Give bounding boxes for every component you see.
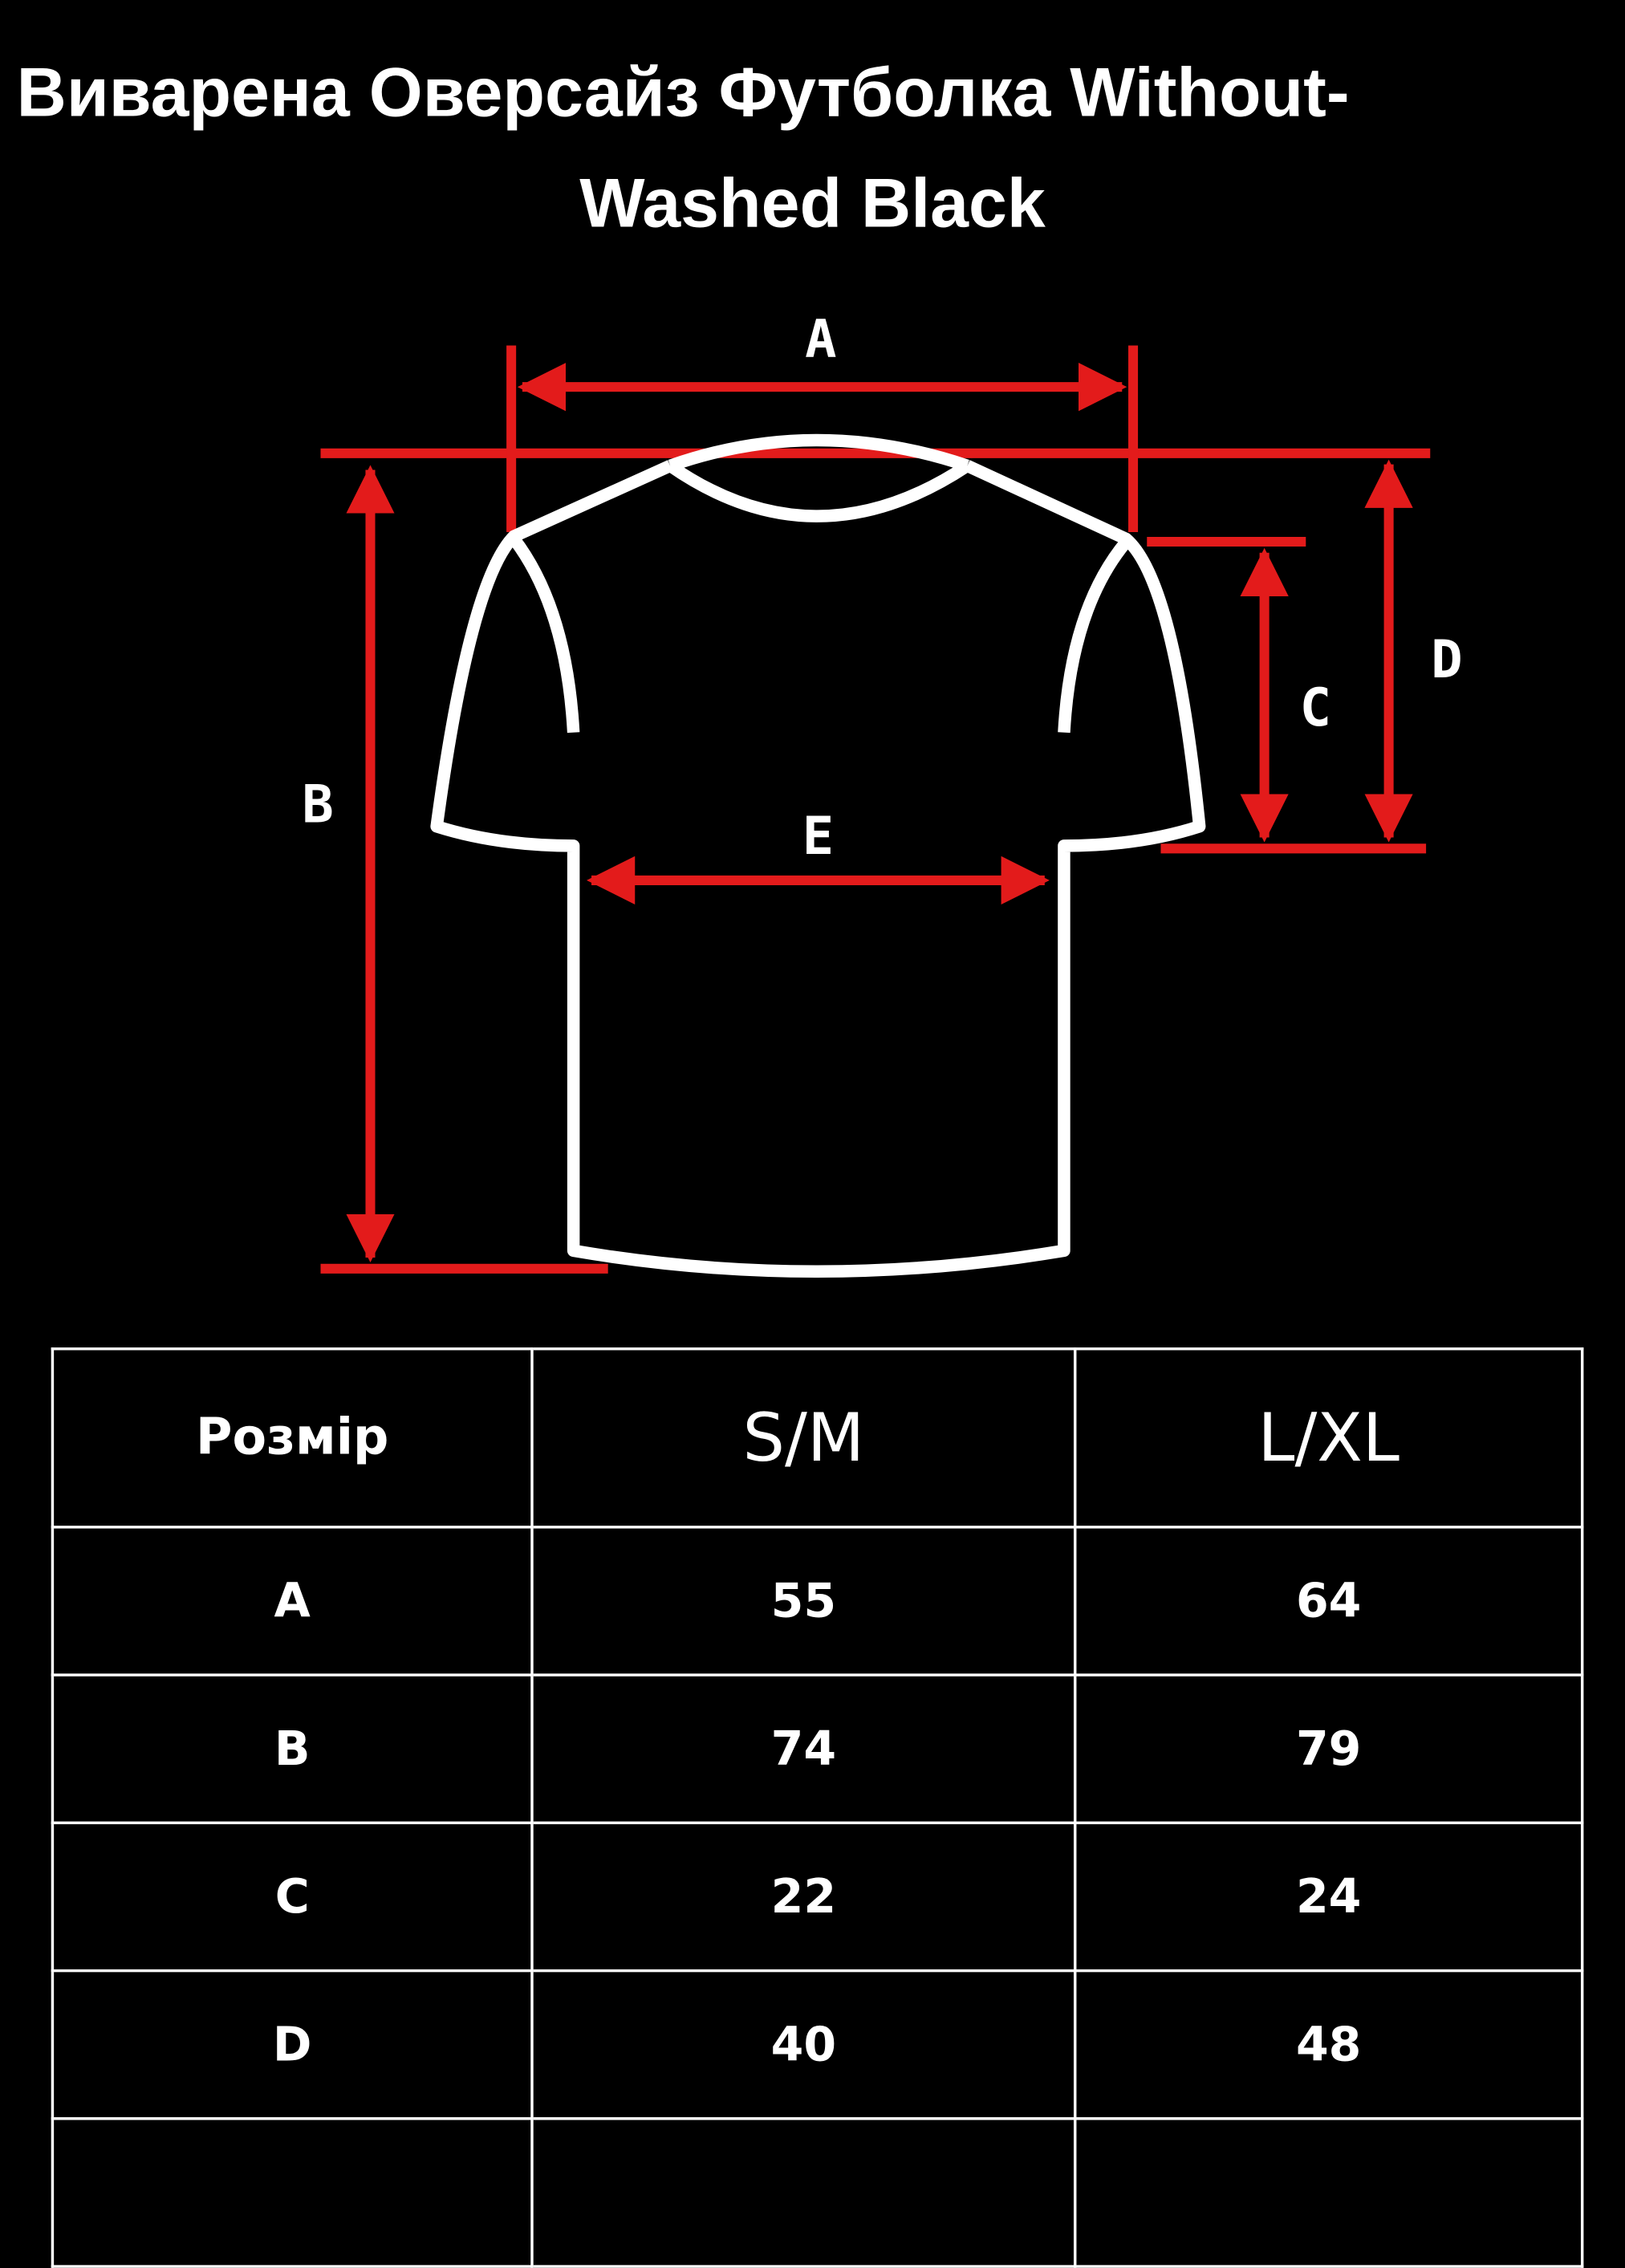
header-sm: S/M — [530, 1347, 1077, 1529]
label-a: A — [805, 308, 836, 369]
cell: 22 — [530, 1821, 1077, 1973]
label-d: D — [1431, 629, 1462, 690]
cell: 64 — [1073, 1526, 1584, 1677]
guide-lines — [320, 345, 1431, 1274]
cell: 48 — [1073, 1969, 1584, 2120]
cell: 79 — [1073, 1673, 1584, 1825]
cell: B — [51, 1673, 534, 1825]
title-line-1: Виварена Оверсайз Футболка Without- — [16, 54, 1350, 132]
cell: 24 — [1073, 1821, 1584, 1973]
header-lxl: L/XL — [1073, 1347, 1584, 1529]
cell — [51, 2117, 534, 2268]
tshirt-diagram: A B C D E — [302, 308, 1463, 1278]
cell: 40 — [530, 1969, 1077, 2120]
table-row: D 40 48 — [51, 1969, 1584, 2120]
cell: C — [51, 1821, 534, 1973]
cell — [1073, 2117, 1584, 2268]
size-table: Розмір S/M L/XL A 55 64 B 74 79 C 22 24 … — [51, 1347, 1584, 2268]
size-chart: Виварена Оверсайз Футболка Without- Wash… — [16, 54, 1584, 2268]
label-b: B — [302, 774, 333, 835]
table-row — [51, 2117, 1584, 2268]
title-line-2: Washed Black — [579, 164, 1046, 242]
header-size: Розмір — [51, 1347, 534, 1529]
cell: 74 — [530, 1673, 1077, 1825]
cell — [530, 2117, 1077, 2268]
table-header-row: Розмір S/M L/XL — [51, 1347, 1584, 1529]
table-row: C 22 24 — [51, 1821, 1584, 1973]
label-c: C — [1300, 677, 1331, 738]
cell: 55 — [530, 1526, 1077, 1677]
label-e: E — [802, 806, 834, 867]
table-row: A 55 64 — [51, 1526, 1584, 1677]
cell: D — [51, 1969, 534, 2120]
tshirt-outline — [430, 433, 1206, 1278]
table-row: B 74 79 — [51, 1673, 1584, 1825]
cell: A — [51, 1526, 534, 1677]
